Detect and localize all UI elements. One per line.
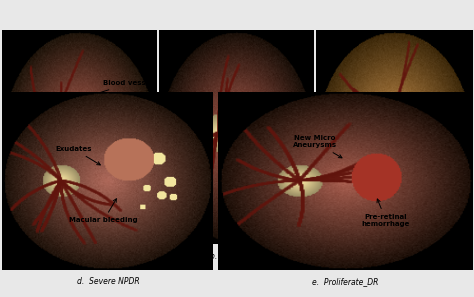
Text: a.  Normal: a. Normal xyxy=(60,252,99,261)
Text: New Micro
Aneurysms: New Micro Aneurysms xyxy=(293,135,342,158)
Text: Macular bleeding: Macular bleeding xyxy=(69,199,138,223)
Text: c.  Moderate NPDR: c. Moderate NPDR xyxy=(358,252,430,261)
Text: Exudates: Exudates xyxy=(56,146,100,165)
Text: Micro Aneurysms: Micro Aneurysms xyxy=(220,157,289,182)
Text: b.  Mild NPDR: b. Mild NPDR xyxy=(210,252,262,261)
Text: Exudates: Exudates xyxy=(337,112,374,130)
Text: Blood vessels: Blood vessels xyxy=(86,80,157,97)
Text: Optical disk: Optical disk xyxy=(37,142,85,172)
Text: d.  Severe NPDR: d. Severe NPDR xyxy=(76,277,139,286)
Text: Pre-retinal
hemorrhage: Pre-retinal hemorrhage xyxy=(362,199,410,227)
Text: More micro
Aneurysms: More micro Aneurysms xyxy=(407,183,451,211)
Text: e.  Proliferate_DR: e. Proliferate_DR xyxy=(312,277,379,286)
